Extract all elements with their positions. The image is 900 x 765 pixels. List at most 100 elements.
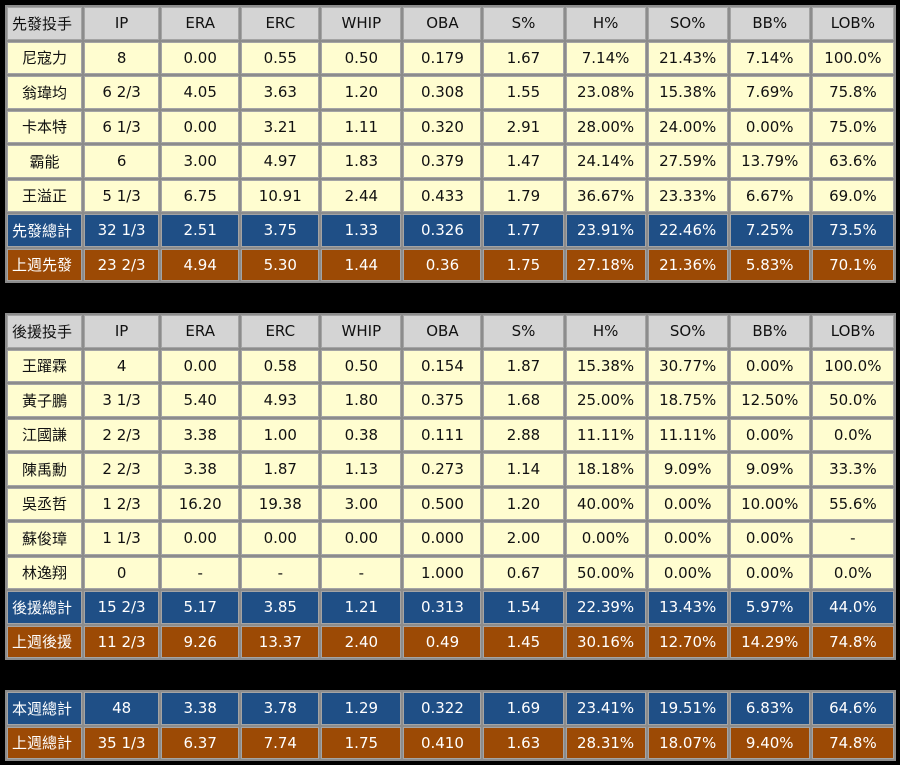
stat-cell: 0.00 [161,110,240,143]
pitcher-row: 蘇俊璋 1 1/3 0.00 0.00 0.00 0.000 2.00 0.00% 0.00% 0… [7,522,894,555]
stat-cell: 0.111 [403,418,482,451]
column-header: LOB% [811,7,894,40]
stat-cell: 0.00 [321,522,402,555]
stat-cell: 73.5% [811,214,894,247]
stat-cell: 1.29 [321,692,402,725]
stat-cell: 23.08% [565,76,646,109]
stat-cell: 0.308 [403,76,482,109]
stat-cell: 40.00% [565,487,646,520]
stat-cell: 50.0% [811,384,894,417]
stat-cell: 1.54 [483,591,564,624]
stat-cell: 5.83% [729,248,810,281]
column-header: IP [84,315,160,348]
stat-cell: 3.21 [241,110,320,143]
stat-cell: 1.13 [321,453,402,486]
stat-cell: 3.38 [161,453,240,486]
stat-cell: 6.83% [729,692,810,725]
stat-cell: 9.09% [647,453,728,486]
stat-cell: 1.47 [483,145,564,178]
stat-cell: 23.91% [565,214,646,247]
stat-cell: 11 2/3 [84,625,160,658]
stat-cell: 0.00% [647,487,728,520]
column-header: H% [565,7,646,40]
stat-cell: 1.14 [483,453,564,486]
stat-cell: 0.00% [647,556,728,589]
stat-cell: 75.0% [811,110,894,143]
stat-cell: 0.00% [565,522,646,555]
stat-cell: 1 1/3 [84,522,160,555]
stat-cell: 75.8% [811,76,894,109]
stat-cell: 13.37 [241,625,320,658]
stat-cell: 63.6% [811,145,894,178]
row-label-cell: 王躍霖 [7,349,83,382]
row-label-cell: 翁瑋均 [7,76,83,109]
column-header: OBA [403,315,482,348]
stat-cell: 1.67 [483,41,564,74]
column-header: H% [565,315,646,348]
stat-cell: 3.38 [161,692,240,725]
row-label-cell: 霸能 [7,145,83,178]
stat-cell: 0.00 [161,41,240,74]
stat-cell: 21.43% [647,41,728,74]
stat-cell: 15.38% [647,76,728,109]
stat-cell: 1.69 [483,692,564,725]
header-row: 後援投手 IP ERA ERC WHIP OBA S% H% SO% BB% LOB% [7,315,894,348]
stat-cell: 64.6% [811,692,894,725]
stat-cell: 18.18% [565,453,646,486]
stat-cell: 0.379 [403,145,482,178]
column-header: BB% [729,7,810,40]
stat-cell: 2.44 [321,179,402,212]
column-header: WHIP [321,7,402,40]
stat-cell: 2.40 [321,625,402,658]
stat-cell: 74.8% [811,726,894,759]
column-header: ERC [241,7,320,40]
stat-cell: 2.91 [483,110,564,143]
stat-cell: 10.91 [241,179,320,212]
stat-cell: 22.46% [647,214,728,247]
stat-cell: 6.67% [729,179,810,212]
last-week-total-row: 上週總計 35 1/3 6.37 7.74 1.75 0.410 1.63 28.31% 18.… [7,726,894,759]
stat-cell: 5 1/3 [84,179,160,212]
row-label-cell: 本週總計 [7,692,83,725]
stat-cell: 30.77% [647,349,728,382]
stat-cell: - [811,522,894,555]
column-header: LOB% [811,315,894,348]
stat-cell: 0.38 [321,418,402,451]
stat-cell: 0.313 [403,591,482,624]
pitcher-row: 林逸翔 0- - -1.000 0.67 50.00% 0.00% 0.00% 0.0% [7,556,894,589]
stat-cell: 23.41% [565,692,646,725]
stat-cell: 14.29% [729,625,810,658]
column-header: ERA [161,7,240,40]
row-label-cell: 林逸翔 [7,556,83,589]
stat-cell: 3.75 [241,214,320,247]
stat-cell: 0.36 [403,248,482,281]
stat-cell: 4.05 [161,76,240,109]
stat-cell: 5.97% [729,591,810,624]
row-label-cell: 黃子鵬 [7,384,83,417]
header-row: 先發投手 IP ERA ERC WHIP OBA S% H% SO% BB% LOB% [7,7,894,40]
stat-cell: 5.17 [161,591,240,624]
stat-cell: 3.85 [241,591,320,624]
stat-cell: 0.000 [403,522,482,555]
stat-cell: 0.49 [403,625,482,658]
row-label-cell: 上週後援 [7,625,83,658]
stat-cell: 0.00% [729,110,810,143]
stat-cell: 5.40 [161,384,240,417]
stat-cell: 19.38 [241,487,320,520]
stat-cell: 3.00 [161,145,240,178]
stat-cell: 0.179 [403,41,482,74]
stat-cell: 33.3% [811,453,894,486]
stat-cell: 0.00% [729,418,810,451]
stat-cell: 7.25% [729,214,810,247]
stat-cell: 7.14% [565,41,646,74]
stat-cell: 0.500 [403,487,482,520]
stat-cell: 0 [84,556,160,589]
stat-cell: 0.00% [729,522,810,555]
row-label-cell: 先發總計 [7,214,83,247]
column-header: ERA [161,315,240,348]
stat-cell: 0.154 [403,349,482,382]
row-label-cell: 卡本特 [7,110,83,143]
stat-cell: 1.75 [321,726,402,759]
stat-cell: 13.79% [729,145,810,178]
column-header: S% [483,315,564,348]
